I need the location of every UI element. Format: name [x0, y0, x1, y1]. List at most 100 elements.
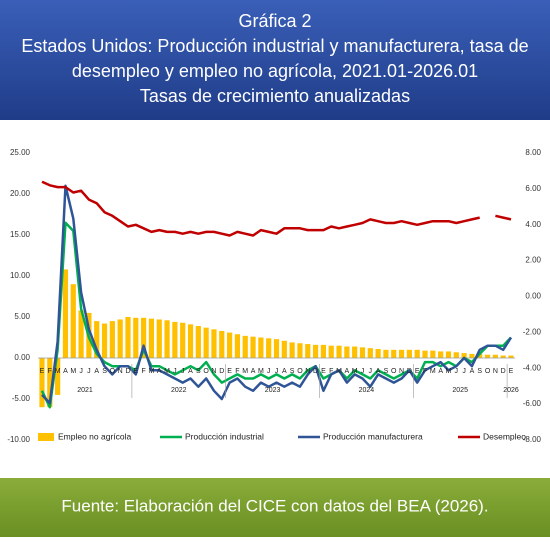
x-tick-label: A — [345, 368, 350, 375]
x-tick-label: J — [455, 368, 459, 375]
bar — [477, 353, 483, 358]
year-label: 2025 — [452, 387, 468, 394]
x-tick-label: A — [251, 368, 256, 375]
bar — [383, 349, 389, 358]
legend-label: Empleo no agrícola — [58, 431, 132, 441]
bar — [47, 358, 53, 408]
x-tick-label: O — [110, 368, 116, 375]
y-tick-label: 15.00 — [10, 230, 31, 239]
bar — [398, 349, 405, 358]
x-tick-label: J — [369, 368, 373, 375]
legend-label: Producción manufacturera — [323, 431, 423, 441]
bar — [258, 337, 264, 358]
bar — [70, 284, 76, 358]
bar — [133, 317, 139, 358]
y-tick-label: 10.00 — [10, 271, 31, 280]
bar — [273, 339, 280, 358]
x-tick-label: J — [79, 368, 83, 375]
chart-title: Tasas de crecimiento anualizadas — [140, 86, 410, 106]
y-tick-label: 5.00 — [14, 312, 30, 321]
x-tick-label: N — [118, 368, 123, 375]
x-tick-label: E — [133, 368, 138, 375]
bar — [180, 322, 186, 358]
bar — [500, 355, 506, 358]
bar — [234, 334, 241, 358]
x-tick-label: A — [470, 368, 475, 375]
bar — [312, 344, 319, 358]
bar — [391, 349, 397, 358]
bar — [328, 345, 334, 358]
bar — [297, 343, 303, 358]
legend-label: Producción industrial — [185, 431, 264, 441]
y2-tick-label: 4.00 — [525, 220, 541, 229]
bar — [438, 351, 444, 358]
y-tick-label: 20.00 — [10, 189, 31, 198]
legend-label: Desempleo — [483, 431, 526, 441]
x-tick-label: E — [321, 368, 326, 375]
x-tick-label: M — [149, 368, 155, 375]
x-tick-label: J — [275, 368, 279, 375]
x-tick-label: S — [196, 368, 201, 375]
bar — [78, 310, 84, 358]
bar — [195, 326, 201, 358]
bar — [39, 358, 45, 408]
bar — [117, 319, 123, 358]
bar — [344, 346, 350, 358]
header-panel — [0, 0, 550, 120]
bar — [203, 327, 209, 358]
x-tick-label: M — [336, 368, 342, 375]
bar — [453, 352, 459, 358]
chart-title: Estados Unidos: Producción industrial y … — [21, 36, 528, 56]
x-tick-label: D — [501, 368, 506, 375]
y-tick-label: 0.00 — [14, 353, 30, 362]
x-tick-label: O — [203, 368, 209, 375]
x-tick-label: N — [211, 368, 216, 375]
source: Fuente: Elaboración del CICE con datos d… — [61, 496, 488, 515]
x-tick-label: O — [391, 368, 397, 375]
x-tick-label: D — [219, 368, 224, 375]
x-tick-label: M — [164, 368, 170, 375]
year-label: 2024 — [359, 387, 375, 394]
x-tick-label: J — [361, 368, 365, 375]
y2-tick-label: -2.00 — [523, 327, 542, 336]
x-tick-label: S — [477, 368, 482, 375]
y2-tick-label: -4.00 — [523, 363, 542, 372]
x-tick-label: F — [235, 368, 239, 375]
bar — [242, 335, 248, 358]
bar — [148, 318, 155, 358]
bar — [227, 332, 233, 358]
bar — [352, 346, 358, 358]
year-label: 2023 — [265, 387, 281, 394]
x-tick-label: J — [267, 368, 271, 375]
year-label: 2026 — [503, 387, 519, 394]
x-tick-label: M — [352, 368, 358, 375]
x-tick-label: A — [157, 368, 162, 375]
bar — [320, 344, 326, 358]
bar — [109, 321, 115, 358]
x-tick-label: F — [48, 368, 52, 375]
bar — [219, 330, 225, 358]
y2-tick-label: -8.00 — [523, 435, 542, 444]
x-tick-label: D — [125, 368, 130, 375]
year-label: 2021 — [77, 387, 93, 394]
bar — [289, 342, 295, 358]
y2-tick-label: 8.00 — [525, 148, 541, 157]
x-tick-label: M — [446, 368, 452, 375]
bar — [445, 351, 452, 358]
line — [41, 184, 513, 405]
bar — [164, 320, 170, 358]
x-tick-label: O — [297, 368, 303, 375]
x-tick-label: F — [329, 368, 333, 375]
x-tick-label: E — [509, 368, 514, 375]
y2-tick-label: 0.00 — [525, 292, 541, 301]
x-tick-label: D — [407, 368, 412, 375]
bar — [430, 350, 436, 358]
y-tick-label: 25.00 — [10, 148, 31, 157]
x-tick-label: D — [313, 368, 318, 375]
plot-panel — [0, 120, 550, 478]
chart-title: Gráfica 2 — [238, 11, 311, 31]
x-tick-label: N — [399, 368, 404, 375]
x-tick-label: F — [423, 368, 427, 375]
bar — [406, 349, 412, 358]
x-tick-label: E — [227, 368, 232, 375]
